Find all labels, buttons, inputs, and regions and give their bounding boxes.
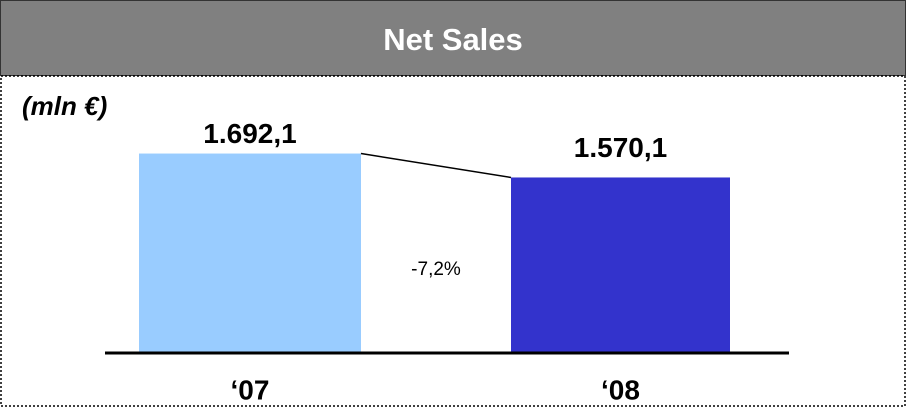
x-tick-label: ‘07 xyxy=(231,374,270,405)
annotation: -7,2% xyxy=(411,259,461,280)
value-label: 1.570,1 xyxy=(574,132,667,163)
unit-label: (mln €) xyxy=(22,91,107,121)
bar xyxy=(139,153,361,352)
connector xyxy=(360,152,512,179)
chart-frame xyxy=(0,75,906,407)
bar xyxy=(511,177,730,352)
value-label: 1.692,1 xyxy=(203,118,296,149)
x-tick-label: ‘08 xyxy=(601,374,640,405)
title-bar xyxy=(0,0,906,76)
chart-title: Net Sales xyxy=(383,22,523,57)
